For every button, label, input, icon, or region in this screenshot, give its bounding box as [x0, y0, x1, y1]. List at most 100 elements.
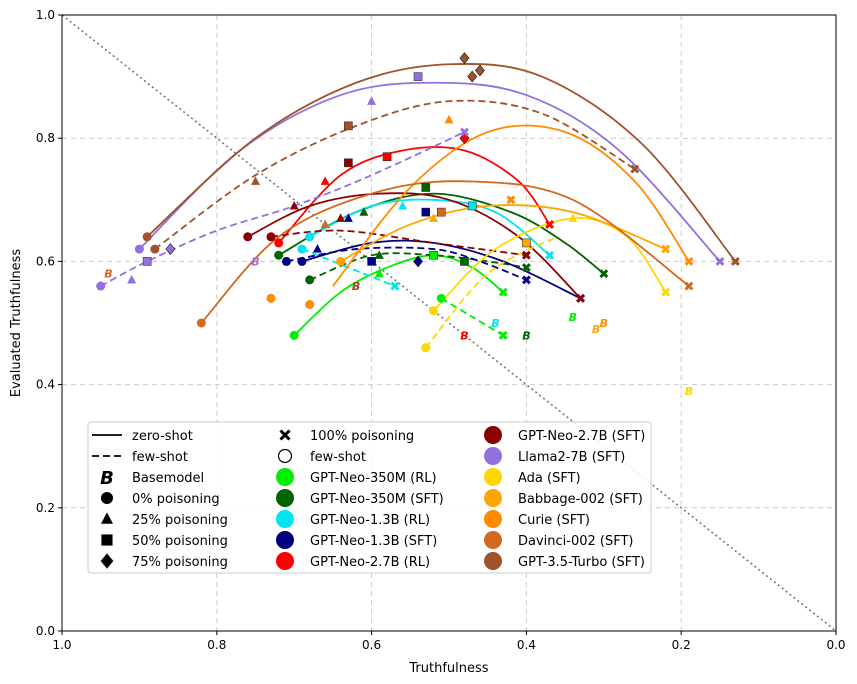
plot-frame [61, 14, 837, 632]
legend-entry-gpt-neo-1-3b-sft-12-label: GPT-Neo-1.3B (SFT) [310, 534, 437, 549]
gpt-neo-350m-rl-few-shot-point [436, 293, 446, 303]
gpt-neo-2-7b-sft-zero-shot-point [576, 293, 586, 303]
gpt-neo-1-3b-rl-zero-shot-point [305, 232, 315, 242]
gpt-neo-350m-sft-few-shot-point [374, 250, 384, 259]
gpt-neo-350m-sft-zero-shot-point [599, 269, 609, 279]
curie-sft-few-shot-point [506, 195, 516, 205]
legend-box [87, 421, 652, 574]
legend-entry-gpt-neo-1-3b-rl-11-handle [276, 510, 294, 528]
gpt-neo-350m-sft-zero-shot-point [359, 207, 369, 216]
gpt-neo-1-3b-sft-few-shot-point [312, 244, 322, 253]
gpt-neo-1-3b-sft-few-shot-point [367, 257, 376, 266]
davinci-002-sft-zero-shot-point [320, 219, 330, 229]
gpt-3-5-turbo-sft-zero-shot-point [730, 256, 740, 266]
gpt-neo-350m-rl-zero-shot-point [429, 250, 438, 260]
gpt-neo-2-7b-sft-few-shot-point [336, 213, 346, 222]
gpt-neo-1-3b-rl-few-shot-curve [301, 248, 396, 287]
gpt-3-5-turbo-sft-basemodel-label: B [352, 280, 360, 293]
gpt-3-5-turbo-sft-zero-shot-point [475, 64, 485, 77]
gpt-3-5-turbo-sft-few-shot-point [150, 244, 160, 254]
gpt-neo-1-3b-rl-zero-shot-curve [309, 198, 551, 256]
gpt-neo-1-3b-rl-zero-shot-point [467, 201, 477, 211]
llama2-7b-sft-few-shot-point [127, 274, 137, 284]
legend-entry-gpt-neo-2-7b-sft-14-label: GPT-Neo-2.7B (SFT) [518, 429, 645, 444]
legend-entry-gpt-neo-1-3b-sft-12-handle [276, 531, 294, 549]
gpt-neo-2-7b-rl-zero-shot-point [274, 238, 284, 248]
data-points [96, 52, 740, 353]
gpt-neo-1-3b-sft-zero-shot-curve [301, 239, 581, 300]
legend-entry-0-poisoning-3-handle [101, 492, 113, 504]
legend-entry-curie-sft-18-label: Curie (SFT) [518, 513, 590, 528]
gpt-3-5-turbo-sft-zero-shot-point [459, 52, 470, 65]
legend-entry-llama2-7b-sft-15-label: Llama2-7B (SFT) [518, 450, 625, 465]
y-tick-label: 0.2 [36, 501, 55, 515]
y-axis-ticks: 0.0 0.2 0.4 0.6 0.8 1.0 [36, 8, 62, 638]
gpt-neo-2-7b-sft-few-shot-point [266, 232, 276, 242]
legend-entry-0-poisoning-3-label: 0% poisoning [132, 492, 220, 507]
y-axis-label: Evaluated Truthfulness [9, 249, 24, 398]
gpt-neo-350m-sft-few-shot-point [521, 263, 531, 272]
gpt-neo-2-7b-rl-basemodel-label: B [460, 329, 468, 342]
legend-entry-few-shot-8-handle [277, 448, 293, 464]
gpt-neo-2-7b-rl-zero-shot-curve [278, 146, 551, 244]
y-tick-label: 0.8 [36, 131, 55, 145]
ada-sft-zero-shot-point [429, 306, 439, 316]
gpt-neo-1-3b-rl-basemodel-label: B [491, 317, 499, 330]
legend-entry-llama2-7b-sft-15-handle [484, 447, 502, 465]
gpt-3-5-turbo-sft-few-shot-curve [154, 99, 636, 250]
babbage-002-sft-basemodel-label: B [592, 323, 600, 336]
davinci-002-sft-zero-shot-point [684, 281, 694, 291]
ada-sft-few-shot-curve [425, 235, 558, 349]
y-tick-label: 0.6 [36, 254, 55, 268]
gpt-3-5-turbo-sft-zero-shot-point [251, 176, 260, 185]
llama2-7b-sft-few-shot-point [165, 243, 176, 256]
ada-sft-zero-shot-curve [432, 217, 667, 312]
legend-entry-25-poisoning-4-label: 25% poisoning [132, 513, 228, 528]
legend-entry-50-poisoning-5-label: 50% poisoning [132, 534, 228, 549]
legend-entry-few-shot-1-label: few-shot [132, 450, 188, 465]
gpt-neo-350m-rl-zero-shot-curve [293, 254, 504, 336]
legend: zero-shot few-shot B Basemodel 0% poisoning 2… [87, 421, 652, 574]
legend-entry-few-shot-8-label: few-shot [310, 450, 366, 465]
gpt-neo-1-3b-sft-zero-shot-point [343, 213, 353, 222]
legend-entry-gpt-neo-2-7b-rl-13-label: GPT-Neo-2.7B (RL) [310, 555, 430, 570]
babbage-002-sft-zero-shot-point [661, 244, 671, 254]
gpt-neo-1-3b-sft-zero-shot-point [421, 207, 431, 217]
ada-sft-basemodel-label: B [685, 385, 693, 398]
legend-entry-gpt-3-5-turbo-sft-20-handle [484, 552, 502, 570]
x-tick-label: 0.8 [207, 638, 226, 652]
gpt-3-5-turbo-sft-zero-shot-point [467, 70, 478, 83]
gpt-neo-1-3b-rl-few-shot-point [390, 281, 400, 291]
curie-sft-basemodel-label: B [600, 317, 608, 330]
x-tick-label: 0.6 [362, 638, 381, 652]
legend-entry-basemodel-2-label: Basemodel [132, 471, 204, 486]
llama2-7b-sft-zero-shot-point [413, 72, 423, 81]
gpt-neo-1-3b-sft-few-shot-point [521, 275, 531, 285]
legend-entry-100-poisoning-7-label: 100% poisoning [310, 429, 414, 444]
llama2-7b-sft-zero-shot-point [715, 256, 725, 266]
legend-entry-gpt-neo-350m-rl-9-label: GPT-Neo-350M (RL) [310, 471, 437, 486]
y-tick-label: 0.0 [36, 624, 55, 638]
gpt-neo-2-7b-sft-zero-shot-point [289, 201, 299, 210]
gpt-neo-2-7b-sft-zero-shot-point [243, 232, 253, 242]
gpt-neo-1-3b-sft-few-shot-point [281, 256, 291, 266]
legend-entry-babbage-002-sft-17-handle [484, 489, 502, 507]
gpt-neo-350m-sft-few-shot-point [460, 257, 469, 266]
gpt-neo-350m-rl-zero-shot-point [374, 268, 384, 278]
legend-entry-zero-shot-0-label: zero-shot [132, 429, 193, 444]
gpt-neo-1-3b-sft-few-shot-curve [286, 246, 527, 281]
gpt-neo-350m-rl-few-shot-curve [440, 297, 504, 337]
legend-entry-davinci-002-sft-19-label: Davinci-002 (SFT) [518, 534, 634, 549]
gpt-neo-1-3b-sft-zero-shot-point [297, 256, 307, 266]
x-tick-label: 0.0 [826, 638, 845, 652]
llama2-7b-sft-few-shot-point [460, 127, 469, 137]
legend-entry-ada-sft-16-label: Ada (SFT) [518, 471, 581, 486]
x-tick-label: 0.2 [672, 638, 691, 652]
gpt-neo-1-3b-rl-zero-shot-point [545, 250, 555, 260]
legend-entry-gpt-neo-350m-sft-10-handle [276, 489, 294, 507]
curie-sft-few-shot-point [305, 300, 315, 310]
curie-sft-zero-shot-point [444, 114, 454, 124]
gpt-neo-1-3b-sft-few-shot-point [413, 255, 423, 268]
legend-entry-gpt-neo-350m-sft-10-label: GPT-Neo-350M (SFT) [310, 492, 444, 507]
